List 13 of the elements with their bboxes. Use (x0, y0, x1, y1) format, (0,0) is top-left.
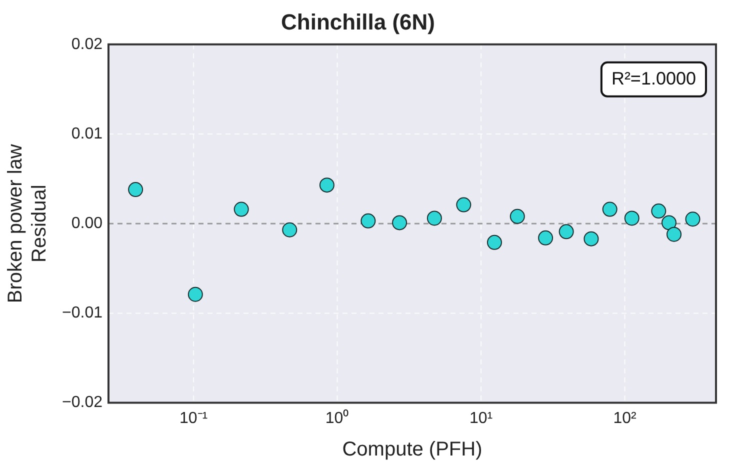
x-tick-label: 10² (613, 410, 638, 427)
x-tick-label: 10⁰ (325, 408, 350, 427)
x-tick-label: 10⁻¹ (179, 410, 208, 427)
y-axis-title: Broken power law Residual (4, 144, 51, 304)
y-tick-label: −0.02 (62, 394, 103, 412)
y-tick-label: −0.01 (62, 304, 103, 322)
x-tick-label: 10¹ (469, 410, 493, 427)
y-tick-label: 0.01 (71, 125, 103, 142)
x-axis-title: Compute (PFH) (342, 438, 482, 461)
chart-title: Chinchilla (6N) (280, 9, 436, 34)
y-tick-label: 0.02 (71, 36, 103, 53)
annotation: R²=1.0000 (611, 68, 696, 88)
y-tick-label: 0.00 (71, 215, 103, 232)
